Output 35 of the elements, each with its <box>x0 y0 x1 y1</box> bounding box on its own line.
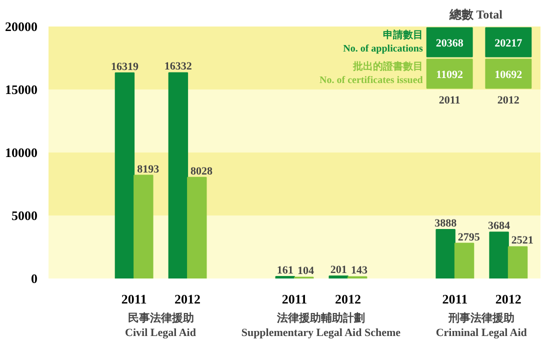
y-tick-label: 5000 <box>12 208 38 223</box>
text: 民事法律援助 Civil Legal Aid <box>125 312 196 339</box>
annotation: 20217 <box>494 37 523 50</box>
annotation: 2011 <box>438 94 460 106</box>
x-tick-label: 2011 <box>282 292 308 306</box>
x-tick-label: 2011 <box>121 292 147 306</box>
x-tick-label: 2012 <box>495 292 522 306</box>
text: 批出的證書數目 No. of certificates issued <box>320 60 424 86</box>
data-label: 8193 <box>137 163 160 176</box>
x-tick-label: 2011 <box>442 292 468 306</box>
annotation: 20368 <box>436 37 464 50</box>
text: 申請數目 No. of applications <box>343 29 423 54</box>
data-label: 3888 <box>434 218 458 230</box>
x-tick-label: 2012 <box>334 292 361 306</box>
data-label: 104 <box>298 265 314 278</box>
data-label: 201 <box>330 264 347 276</box>
y-tick-label: 10000 <box>5 145 38 160</box>
y-tick-label: 0 <box>31 271 38 286</box>
data-label: 2521 <box>511 234 534 247</box>
data-label: 143 <box>350 264 368 277</box>
data-label: 16332 <box>164 60 192 73</box>
y-tick-label: 15000 <box>5 82 38 97</box>
data-label: 8028 <box>190 165 214 178</box>
data-label: 3684 <box>488 220 511 232</box>
text: 總數 Total <box>448 8 504 22</box>
data-label: 2795 <box>458 231 480 244</box>
text: 刑事法律援助 Criminal Legal Aid <box>436 312 527 339</box>
y-tick-label: 20000 <box>5 19 38 34</box>
text: 法律援助輔助計劃 Supplementary Legal Aid Scheme <box>241 312 401 339</box>
annotation: 10692 <box>494 68 523 81</box>
x-tick-label: 2012 <box>174 292 201 306</box>
annotation: 2012 <box>497 94 520 106</box>
data-label: 16319 <box>110 60 139 73</box>
data-label: 161 <box>276 264 294 276</box>
annotation: 11092 <box>436 68 464 81</box>
